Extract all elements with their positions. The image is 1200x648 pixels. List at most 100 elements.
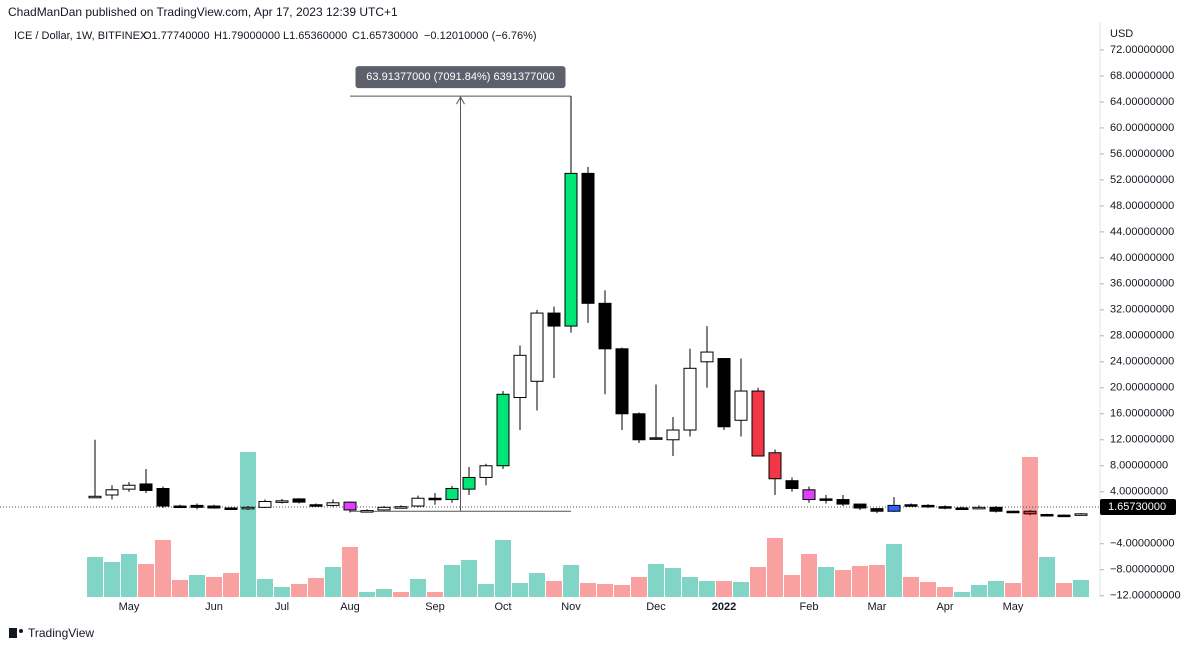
candle-body [921,504,935,508]
y-tick-label: 56.00000000 [1110,148,1174,160]
volume-bar [835,570,851,597]
candle-body [428,497,442,501]
volume-bar [104,562,120,597]
y-tick-label: 72.00000000 [1110,44,1174,56]
legend-high: H1.79000000 [214,30,280,42]
candle-body [734,390,748,421]
volume-bar [869,565,885,597]
legend-close: C1.65730000 [352,30,418,42]
y-tick-label: 64.00000000 [1110,96,1174,108]
candle-body [88,495,102,499]
volume-bar [427,592,443,597]
y-tick-label: −8.00000000 [1110,564,1175,576]
candle-body [309,504,323,507]
y-tick-label: 44.00000000 [1110,226,1174,238]
volume-bar [631,577,647,597]
currency: USD [1110,28,1133,40]
candle-body [105,489,119,496]
candle-body [785,480,799,489]
candle-body [190,504,204,508]
candle-body [224,507,238,510]
candle-body [139,483,153,491]
candle-body [207,505,221,509]
volume-bar [784,575,800,597]
volume-bar [852,566,868,597]
brand-logo [9,628,23,638]
candle-body [649,437,663,440]
y-tick-label: 48.00000000 [1110,200,1174,212]
candle-body [581,172,595,304]
volume-bar [699,581,715,597]
y-tick-label: 4.00000000 [1110,486,1168,498]
volume-bar [257,579,273,597]
y-tick-label: −12.00000000 [1110,590,1181,602]
candle-body [360,510,374,513]
x-tick-label: Sep [425,601,445,613]
volume-bar [155,540,171,597]
candle-body [751,390,765,457]
x-tick-label: 2022 [712,601,736,613]
x-tick-label: Nov [561,601,581,613]
candle-body [938,506,952,509]
brand: TradingView [28,626,94,640]
candle-body [870,508,884,512]
candle-body [411,497,425,507]
volume-bar [767,538,783,597]
x-tick-label: May [119,601,140,613]
volume-bar [410,579,426,597]
x-tick-label: Aug [340,601,360,613]
candle-body [615,348,629,415]
publisher: ChadManDan published on TradingView.com,… [8,5,398,19]
candle-body [173,505,187,509]
x-tick-label: May [1003,601,1024,613]
candle-body [326,502,340,506]
volume-bar [954,592,970,597]
volume-bar [223,573,239,597]
y-tick-label: 24.00000000 [1110,356,1174,368]
candle-body [1074,513,1088,516]
candle-body [564,172,578,327]
volume-bar [988,581,1004,597]
volume-bar [529,573,545,597]
legend-low: L1.65360000 [283,30,347,42]
volume-bar [274,587,290,597]
logo-mark [19,629,23,633]
legend-change: −0.12010000 (−6.76%) [424,30,537,42]
candle-body [156,487,170,507]
volume-bar [444,565,460,597]
measure-label-bg [355,66,566,89]
volume-bar [750,567,766,597]
candle-body [836,499,850,505]
volume-bar [240,452,256,597]
volume-bar [376,589,392,597]
candle-body [1057,514,1071,518]
candle-body [1006,510,1020,514]
candle-body [1023,510,1037,515]
volume-bar [189,575,205,597]
volume-bar [665,568,681,597]
volume-bar [801,554,817,597]
candle-body [700,351,714,363]
candle-body [479,465,493,478]
candle-body [241,506,255,510]
candle-body [768,452,782,480]
candle-body [666,429,680,441]
volume-bar [1073,580,1089,597]
volume-bar [614,585,630,597]
y-tick-label: 60.00000000 [1110,122,1174,134]
x-tick-label: Feb [800,601,819,613]
last-price-tag [1100,498,1176,515]
candle-body [275,500,289,503]
y-tick-label: 36.00000000 [1110,278,1174,290]
volume-bar [325,567,341,597]
y-tick-label: 12.00000000 [1110,434,1174,446]
measure-arrowhead [456,96,465,105]
volume-bar [1039,557,1055,597]
candle-body [122,484,136,490]
volume-bar [903,577,919,597]
volume-bar [580,583,596,597]
volume-bar [818,567,834,597]
volume-bar [716,581,732,597]
x-tick-label: Apr [936,601,953,613]
